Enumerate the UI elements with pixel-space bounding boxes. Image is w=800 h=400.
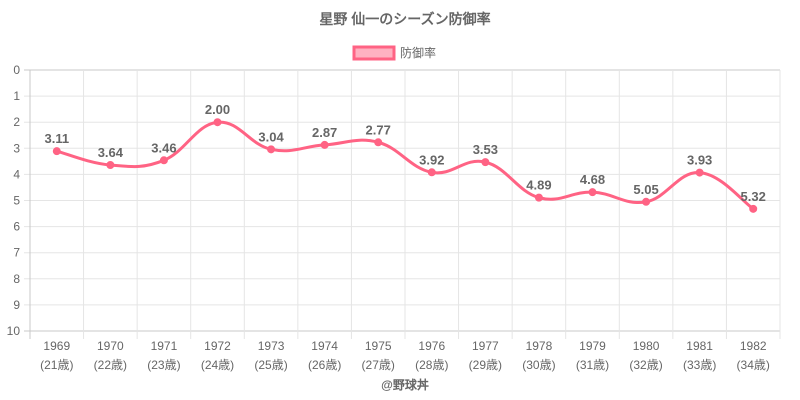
y-tick-label: 7 [13, 246, 20, 260]
data-point [642, 197, 651, 206]
data-label: 4.89 [526, 178, 551, 193]
data-point [481, 158, 490, 167]
y-tick-label: 1 [13, 89, 20, 103]
y-tick-label: 9 [13, 298, 20, 312]
data-label: 3.46 [151, 140, 176, 155]
legend-label: 防御率 [400, 45, 436, 60]
x-tick-sublabel: (32歳) [629, 358, 662, 372]
data-point [159, 156, 168, 165]
x-tick-label: 1975 [365, 339, 392, 353]
x-tick-label: 1976 [418, 339, 445, 353]
x-tick-label: 1981 [686, 339, 713, 353]
x-tick-label: 1972 [204, 339, 231, 353]
data-label: 2.87 [312, 125, 337, 140]
x-tick-label: 1971 [151, 339, 178, 353]
x-tick-sublabel: (31歳) [576, 358, 609, 372]
x-tick-sublabel: (33歳) [683, 358, 716, 372]
x-tick-sublabel: (25歳) [254, 358, 287, 372]
data-point [534, 193, 543, 202]
x-tick-label: 1978 [526, 339, 553, 353]
data-point [267, 145, 276, 154]
data-point [320, 140, 329, 149]
x-tick-sublabel: (22歳) [94, 358, 127, 372]
chart-title: 星野 仙一のシーズン防御率 [319, 11, 490, 27]
x-tick-sublabel: (26歳) [308, 358, 341, 372]
data-label: 3.11 [44, 131, 69, 146]
credit-text: @野球丼 [381, 377, 429, 392]
x-tick-label: 1979 [579, 339, 606, 353]
data-label: 3.92 [419, 152, 444, 167]
data-point [749, 204, 758, 213]
data-label: 2.00 [205, 102, 230, 117]
data-label: 3.93 [687, 153, 712, 168]
data-label: 3.04 [258, 129, 284, 144]
x-tick-sublabel: (27歳) [362, 358, 395, 372]
data-point [213, 118, 222, 127]
y-tick-label: 10 [7, 324, 21, 338]
data-label: 3.64 [98, 145, 124, 160]
x-tick-label: 1973 [258, 339, 285, 353]
data-point [588, 188, 597, 197]
legend-swatch [352, 45, 396, 61]
data-point [374, 138, 383, 147]
x-tick-sublabel: (34歳) [737, 358, 770, 372]
data-point [106, 161, 115, 170]
data-label: 5.32 [741, 189, 766, 204]
x-tick-label: 1982 [740, 339, 767, 353]
data-point [695, 168, 704, 177]
legend[interactable]: 防御率 [352, 45, 436, 61]
data-label: 2.77 [366, 122, 391, 137]
data-label: 5.05 [633, 182, 658, 197]
data-point [427, 168, 436, 177]
x-tick-label: 1977 [472, 339, 499, 353]
y-tick-label: 5 [13, 194, 20, 208]
x-tick-label: 1980 [633, 339, 660, 353]
x-tick-sublabel: (21歳) [40, 358, 73, 372]
y-tick-label: 0 [13, 63, 20, 77]
x-tick-sublabel: (24歳) [201, 358, 234, 372]
y-tick-label: 4 [13, 167, 20, 181]
x-tick-label: 1974 [311, 339, 338, 353]
y-tick-label: 8 [13, 272, 20, 286]
y-tick-label: 2 [13, 115, 20, 129]
x-tick-label: 1969 [43, 339, 70, 353]
y-tick-label: 6 [13, 220, 20, 234]
y-tick-label: 3 [13, 141, 20, 155]
data-point [52, 147, 61, 156]
data-label: 4.68 [580, 172, 605, 187]
x-tick-sublabel: (28歳) [415, 358, 448, 372]
x-tick-sublabel: (30歳) [522, 358, 555, 372]
data-label: 3.53 [473, 142, 498, 157]
x-tick-sublabel: (29歳) [469, 358, 502, 372]
x-tick-sublabel: (23歳) [147, 358, 180, 372]
x-tick-label: 1970 [97, 339, 124, 353]
